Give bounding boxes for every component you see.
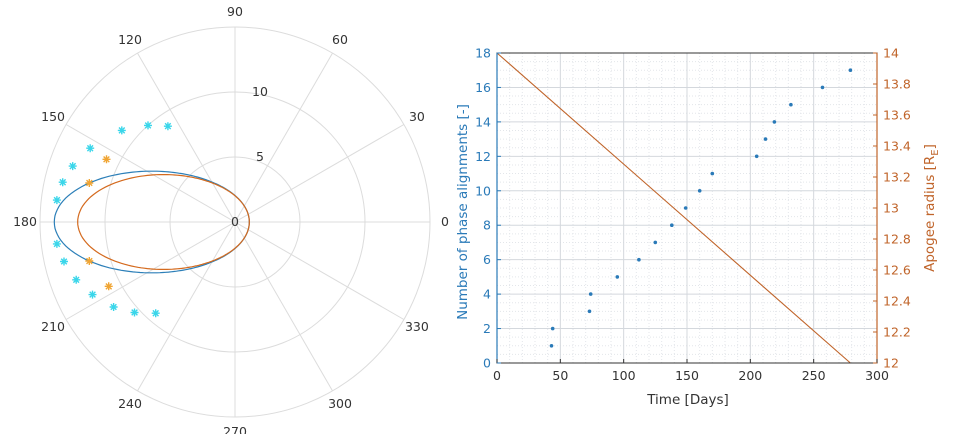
orbit-marker-0-0 — [52, 196, 61, 205]
y-left-tick-label: 14 — [475, 114, 491, 129]
y-right-tick-label: 14 — [883, 46, 899, 61]
phase-alignment-point — [710, 171, 715, 176]
angle-tick-label: 180 — [13, 214, 37, 229]
phase-alignment-point — [772, 120, 777, 124]
angle-tick-label: 240 — [118, 396, 142, 411]
radius-tick-label: 0 — [231, 214, 239, 229]
polar-tick-labels: 0 30 60 90 120 150 180 210 240 270 300 330 0 5 10 — [13, 4, 449, 434]
phase-alignment-point — [820, 85, 825, 90]
x-axis-label: Time [Days] — [646, 392, 729, 408]
x-tick-label: 300 — [865, 368, 889, 383]
orbit-marker-0-8 — [60, 257, 68, 266]
y-left-tick-label: 16 — [475, 80, 491, 95]
y-right-tick-label: 13.6 — [883, 108, 911, 123]
x-tick-label: 0 — [493, 368, 501, 383]
y-left-tick-label: 6 — [483, 252, 491, 267]
y-right-tick-label: 12.6 — [883, 263, 911, 278]
y-right-tick-label: 12 — [883, 356, 899, 371]
phase-alignment-point — [789, 102, 793, 107]
phase-alignment-point — [615, 275, 620, 279]
angle-tick-label: 300 — [328, 396, 352, 411]
y-right-tick-label: 12.2 — [883, 325, 911, 340]
apogee-radius-line — [496, 52, 851, 364]
orbit-marker-1-1 — [102, 155, 111, 164]
x-tick-label: 50 — [552, 368, 568, 383]
cartesian-series-group — [496, 52, 853, 364]
y-right-tick-label: 13.2 — [883, 170, 911, 185]
angle-tick-label: 150 — [41, 109, 65, 124]
orbit-marker-0-5 — [144, 121, 152, 130]
phase-alignment-point — [683, 206, 688, 210]
angle-tick-label: 90 — [227, 4, 243, 19]
phase-alignment-point — [697, 189, 702, 193]
phase-alignment-point — [549, 344, 554, 348]
orbit-marker-0-9 — [72, 275, 81, 284]
orbit-marker-0-12 — [130, 308, 139, 317]
orbit-line-1 — [77, 174, 250, 270]
polar-spoke-150 — [65, 124, 405, 320]
phase-alignment-point — [653, 240, 658, 245]
orbit-marker-1-2 — [85, 257, 94, 265]
orbit-marker-1-3 — [104, 282, 113, 291]
angle-tick-label: 120 — [118, 32, 142, 47]
y-left-tick-label: 10 — [475, 183, 491, 198]
orbit-marker-0-7 — [52, 239, 61, 248]
y-right-tick-label: 12.8 — [883, 232, 911, 247]
phase-alignment-point — [588, 292, 593, 296]
phase-alignment-point — [550, 326, 555, 331]
orbit-marker-0-4 — [117, 126, 126, 135]
orbit-marker-0-10 — [88, 290, 97, 299]
polar-series-group — [52, 121, 250, 318]
x-tick-label: 200 — [738, 368, 762, 383]
angle-tick-label: 30 — [409, 109, 425, 124]
plot-frame — [496, 52, 878, 364]
polar-orbit-chart: 0 30 60 90 120 150 180 210 240 270 300 330 0 5 10 — [13, 4, 449, 434]
phase-alignment-point — [848, 68, 853, 72]
orbit-marker-1-0 — [85, 179, 94, 187]
orbit-marker-0-11 — [109, 303, 118, 311]
x-tick-label: 100 — [612, 368, 636, 383]
x-tick-label: 250 — [802, 368, 826, 383]
angle-tick-label: 0 — [441, 214, 449, 229]
radius-tick-label: 10 — [252, 84, 268, 99]
y-right-tick-label: 12.4 — [883, 294, 911, 309]
polar-grid — [39, 26, 431, 418]
orbit-marker-0-6 — [163, 122, 172, 131]
y-right-tick-label: 13.4 — [883, 139, 911, 154]
phase-alignment-point — [754, 154, 759, 159]
y-left-tick-label: 12 — [475, 149, 491, 164]
angle-tick-label: 210 — [41, 319, 65, 334]
orbit-marker-0-1 — [58, 178, 67, 187]
x-tick-label: 150 — [675, 368, 699, 383]
y-right-tick-label: 13.8 — [883, 77, 911, 92]
y-right-tick-label: 13 — [883, 201, 899, 216]
orbit-marker-0-13 — [151, 309, 160, 318]
cartesian-grid — [496, 52, 878, 364]
phase-alignment-point — [670, 223, 674, 227]
y-left-tick-label: 2 — [483, 321, 491, 336]
phase-alignment-point — [587, 309, 592, 314]
angle-tick-label: 270 — [223, 424, 247, 434]
y-left-tick-label: 18 — [475, 46, 491, 61]
cartesian-axes: 0 50 100 150 200 250 300 0 2 4 6 8 10 12 14 16 18 12 12.2 1… — [475, 46, 911, 384]
angle-tick-label: 60 — [332, 32, 348, 47]
y-left-tick-label: 8 — [483, 218, 491, 233]
y-left-tick-label: 0 — [483, 356, 491, 371]
angle-tick-label: 330 — [405, 319, 429, 334]
phase-alignment-point — [637, 257, 641, 262]
phase-alignment-point — [763, 137, 768, 141]
y-axis-right-label: Apogee radius [RE] — [922, 144, 941, 272]
y-left-tick-label: 4 — [483, 287, 491, 302]
orbit-marker-0-2 — [68, 162, 77, 171]
orbit-marker-0-3 — [86, 144, 95, 153]
radius-tick-label: 5 — [256, 149, 264, 164]
